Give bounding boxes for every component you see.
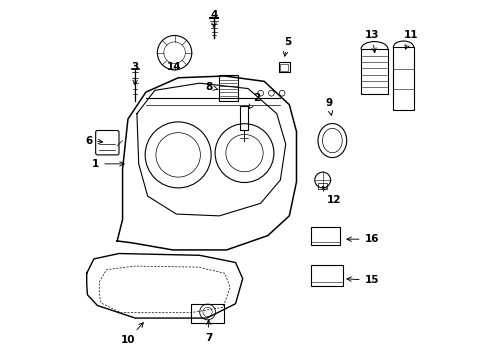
Bar (310, 265, 343, 286)
Text: 13: 13 (364, 30, 378, 53)
Text: 14: 14 (167, 62, 182, 72)
Text: 10: 10 (121, 323, 143, 345)
Bar (280, 64, 287, 71)
Text: 1: 1 (92, 159, 124, 169)
Bar (317, 183, 326, 189)
Bar (310, 227, 339, 244)
Text: 7: 7 (204, 320, 212, 343)
Text: 8: 8 (204, 82, 218, 92)
Text: 15: 15 (346, 275, 378, 285)
Text: 3: 3 (131, 62, 139, 85)
Text: 9: 9 (325, 98, 332, 115)
Text: 4: 4 (210, 10, 217, 27)
Text: 12: 12 (322, 186, 341, 205)
Bar (278, 62, 289, 72)
Text: 6: 6 (85, 136, 102, 145)
Text: 5: 5 (283, 37, 290, 56)
Text: 2: 2 (248, 93, 260, 109)
Text: 16: 16 (346, 234, 378, 244)
Bar (191, 304, 223, 323)
Bar (219, 75, 238, 101)
Text: 11: 11 (403, 30, 418, 49)
